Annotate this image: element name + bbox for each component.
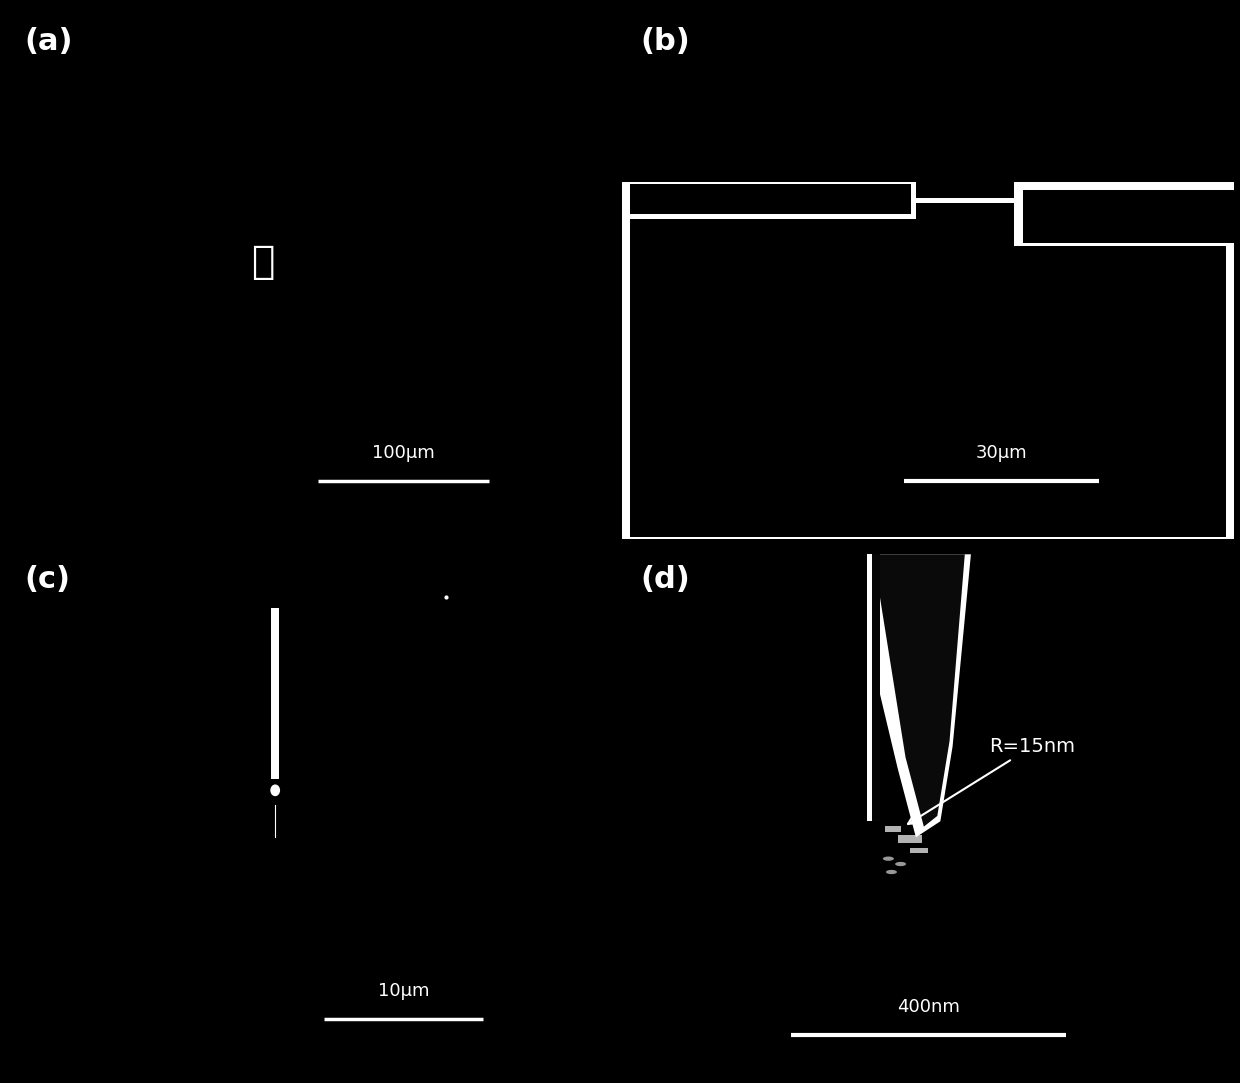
Text: 400nm: 400nm (897, 999, 960, 1016)
Text: 30μm: 30μm (976, 444, 1027, 462)
Ellipse shape (885, 870, 897, 874)
Bar (1016, 187, 1023, 243)
Bar (622, 182, 630, 539)
Ellipse shape (883, 857, 894, 861)
Text: R=15nm: R=15nm (908, 738, 1075, 824)
Bar (622, 197, 1234, 539)
Bar (1017, 184, 1234, 243)
Bar (872, 554, 880, 821)
Bar (1014, 182, 1234, 246)
Bar (630, 184, 911, 213)
Bar (630, 203, 1226, 537)
Bar (272, 608, 279, 779)
Text: 锨: 锨 (252, 243, 274, 280)
Bar (910, 848, 928, 853)
Text: (c): (c) (25, 565, 71, 593)
Text: 100μm: 100μm (372, 444, 435, 462)
Bar (898, 835, 923, 843)
Polygon shape (867, 554, 971, 837)
Text: (a): (a) (25, 27, 73, 55)
Text: 10μm: 10μm (378, 982, 429, 1001)
Bar (867, 554, 880, 821)
Bar (885, 825, 900, 832)
Ellipse shape (895, 862, 906, 866)
Text: (d): (d) (641, 565, 691, 593)
Ellipse shape (270, 784, 280, 796)
Polygon shape (873, 554, 965, 826)
Bar (1017, 183, 1234, 190)
Text: (b): (b) (641, 27, 691, 55)
Bar (622, 182, 916, 219)
